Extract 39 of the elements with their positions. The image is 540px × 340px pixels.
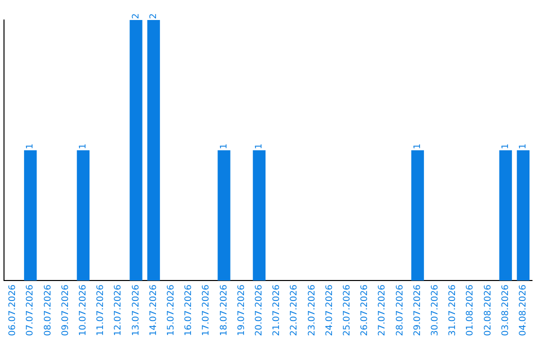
x-tick-label: 04.08.2026 <box>518 284 529 336</box>
x-tick-label: 25.07.2026 <box>342 284 353 336</box>
x-tick-label: 22.07.2026 <box>290 284 300 336</box>
x-tick-label: 11.07.2026 <box>96 284 106 336</box>
data-label: 1 <box>254 144 265 150</box>
data-label: 2 <box>148 13 159 19</box>
x-tick-label: 03.08.2026 <box>500 284 511 336</box>
data-label: 1 <box>78 144 89 150</box>
x-tick-label: 18.07.2026 <box>219 284 230 336</box>
data-label: 1 <box>412 144 423 150</box>
x-tick-label: 29.07.2026 <box>412 284 423 336</box>
x-tick-label: 19.07.2026 <box>236 284 247 336</box>
x-tick-label: 06.07.2026 <box>8 284 18 336</box>
data-label: 1 <box>219 144 230 150</box>
data-label: 1 <box>500 144 511 150</box>
x-tick-label: 21.07.2026 <box>272 284 282 336</box>
x-tick-label: 12.07.2026 <box>114 284 124 336</box>
x-tick-label: 30.07.2026 <box>430 284 441 336</box>
x-tick-label: 28.07.2026 <box>395 284 406 336</box>
x-tick-label: 17.07.2026 <box>202 284 212 336</box>
x-tick-label: 14.07.2026 <box>148 284 159 336</box>
x-tick-label: 09.07.2026 <box>60 284 71 336</box>
x-tick-label: 31.07.2026 <box>448 284 458 336</box>
data-label: 1 <box>518 144 529 150</box>
x-tick-label: 08.07.2026 <box>43 284 54 336</box>
x-tick-label: 16.07.2026 <box>184 284 194 336</box>
x-tick-label: 10.07.2026 <box>78 284 89 336</box>
x-tick-label: 23.07.2026 <box>307 284 318 336</box>
x-tick-label: 07.07.2026 <box>26 284 36 336</box>
x-tick-label: 26.07.2026 <box>360 284 370 336</box>
data-label: 2 <box>131 13 142 19</box>
x-tick-label: 01.08.2026 <box>466 284 476 336</box>
data-label: 1 <box>26 144 36 150</box>
x-tick-label: 20.07.2026 <box>254 284 265 336</box>
x-tick-label: 24.07.2026 <box>324 284 335 336</box>
x-tick-label: 27.07.2026 <box>378 284 388 336</box>
x-tick-label: 15.07.2026 <box>166 284 177 336</box>
x-tick-label: 13.07.2026 <box>131 284 142 336</box>
x-tick-label: 02.08.2026 <box>483 284 494 336</box>
